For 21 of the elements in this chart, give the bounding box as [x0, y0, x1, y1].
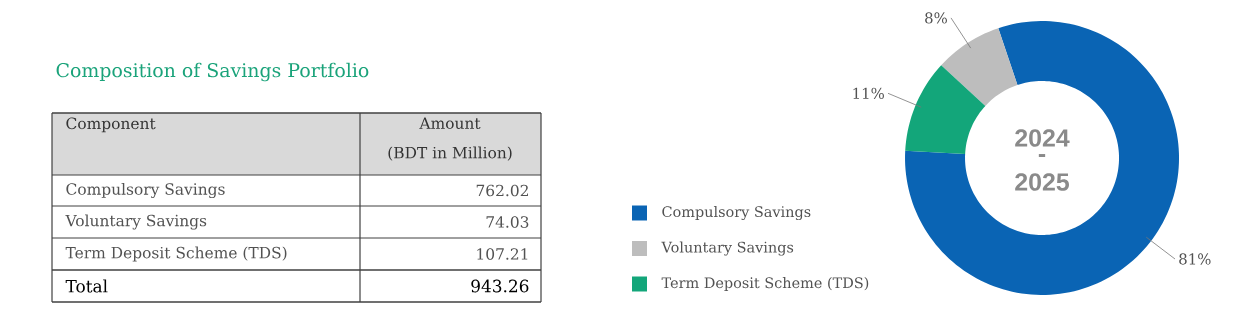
text: (BDT in Million) — [388, 146, 512, 161]
legend-label: Compulsory Savings — [662, 205, 811, 221]
text: 2024 — [1015, 129, 1070, 147]
data-label: 81% — [1179, 253, 1211, 265]
text: Component — [66, 117, 156, 133]
text: 943.26 — [471, 279, 529, 293]
data-label: 11% — [853, 87, 884, 99]
text: 2025 — [1015, 173, 1069, 191]
text: - — [1038, 154, 1046, 157]
text: 762.02 — [476, 184, 528, 197]
category-label: Voluntary Savings — [65, 214, 207, 230]
text: Total — [65, 279, 108, 293]
category-label: Compulsory Savings — [66, 182, 225, 199]
category-label: Term Deposit Scheme (TDS) — [65, 246, 287, 262]
legend-label: Voluntary Savings — [661, 241, 794, 256]
text: Composition of Savings Portfolio — [56, 62, 369, 82]
data-label: 8% — [925, 12, 947, 24]
text: 107.21 — [477, 248, 528, 260]
text: 74.03 — [486, 216, 529, 228]
legend-label: Term Deposit Scheme (TDS) — [661, 277, 869, 291]
text: Amount — [419, 117, 481, 129]
